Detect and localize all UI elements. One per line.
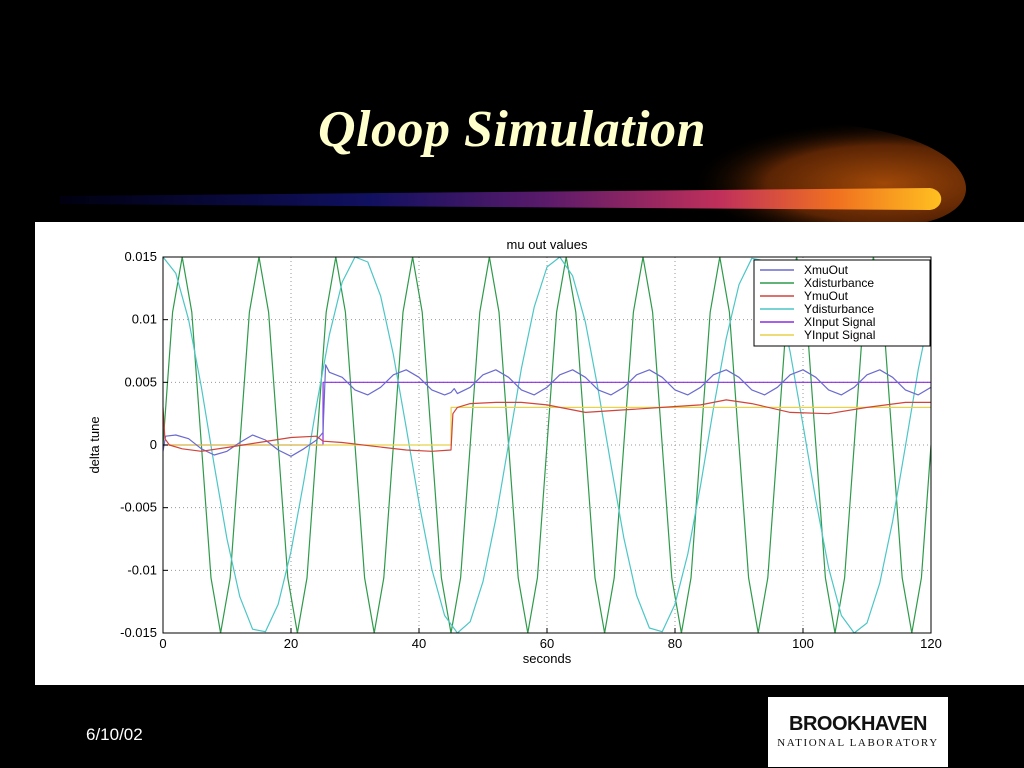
legend-box: [753, 259, 931, 347]
x-tick-label: 120: [920, 636, 942, 651]
legend-label: YmuOut: [804, 289, 849, 303]
logo-main-text: BROOKHAVEN: [789, 713, 927, 735]
y-tick-label: 0: [150, 437, 157, 452]
x-tick-label: 40: [412, 636, 426, 651]
series-line-ymuout: [163, 399, 931, 452]
y-axis-label: delta tune: [87, 416, 102, 473]
series-group: [163, 257, 931, 633]
legend-label: XInput Signal: [804, 315, 875, 329]
slide-title: Qloop Simulation: [318, 101, 706, 158]
legend-label: YInput Signal: [804, 328, 875, 342]
y-tick-label: -0.015: [120, 625, 157, 640]
series-line-xmuout: [163, 364, 931, 457]
legend-label: Ydisturbance: [804, 302, 874, 316]
title-swoosh-decoration: [60, 119, 966, 226]
logo-sub-text: NATIONAL LABORATORY: [777, 737, 939, 749]
series-line-yinput-signal: [163, 406, 931, 446]
chart-panel: 0 20 40 60 80 100 120 -0.015 -0.01 -0.005 0 0.005 0.…: [35, 222, 1024, 685]
y-tick-label: -0.005: [120, 500, 157, 515]
x-tick-label: 60: [540, 636, 554, 651]
brookhaven-logo: BROOKHAVEN NATIONAL LABORATORY: [768, 697, 948, 767]
footer-date: 6/10/02: [86, 725, 143, 744]
x-tick-label: 20: [284, 636, 298, 651]
legend-label: Xdisturbance: [804, 276, 874, 290]
x-tick-label: 80: [668, 636, 682, 651]
chart-title: mu out values: [507, 237, 588, 252]
line-chart: 0 20 40 60 80 100 120 -0.015 -0.01 -0.005 0 0.005 0.…: [87, 237, 942, 666]
y-tick-label: 0.01: [132, 312, 157, 327]
x-tick-label: 0: [159, 636, 166, 651]
y-tick-label: -0.01: [127, 562, 157, 577]
legend-label: XmuOut: [804, 263, 849, 277]
x-axis-label: seconds: [523, 651, 572, 666]
x-tick-label: 100: [792, 636, 814, 651]
series-line-ydisturbance: [163, 257, 931, 633]
y-tick-label: 0.005: [124, 374, 157, 389]
y-tick-label: 0.015: [124, 249, 157, 264]
